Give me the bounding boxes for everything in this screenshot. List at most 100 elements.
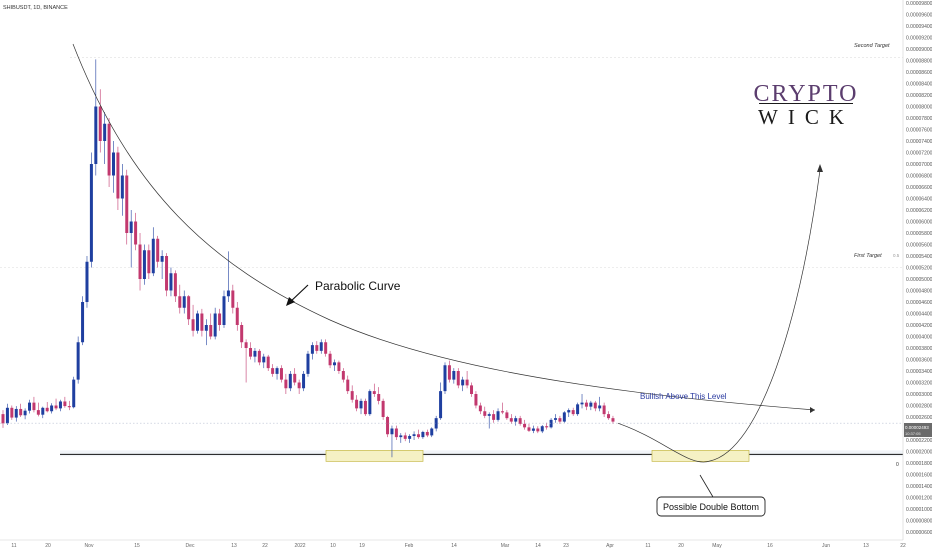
- candle-body: [134, 221, 138, 245]
- y-tick-label: 0.00004600: [906, 300, 932, 306]
- y-tick-label: 0.00009800: [906, 1, 932, 7]
- candle-body: [266, 356, 270, 369]
- candle-body: [346, 379, 350, 392]
- x-tick-label: 20: [678, 543, 684, 549]
- candle-body: [545, 426, 549, 428]
- candle-body: [447, 365, 451, 380]
- bullish-level-label: Bullish Above This Level: [640, 392, 727, 401]
- candle-body: [324, 342, 328, 354]
- y-tick-label: 0.00009400: [906, 24, 932, 30]
- candle-body: [598, 405, 602, 409]
- candle-body: [394, 428, 398, 438]
- x-tick-label: 13: [231, 543, 237, 549]
- candle-body: [509, 418, 513, 422]
- candle-body: [231, 290, 235, 308]
- x-tick-label: 14: [535, 543, 541, 549]
- candle-body: [284, 379, 288, 389]
- candle-body: [244, 342, 248, 348]
- symbol-label: SHIBUSDT, 1D, BINANCE: [3, 5, 68, 11]
- y-tick-label: 0.00005400: [906, 254, 932, 260]
- candle-body: [310, 345, 314, 354]
- candle-body: [399, 435, 403, 438]
- candle-body: [187, 296, 191, 320]
- candle-body: [430, 428, 434, 436]
- candles: [1, 59, 615, 458]
- candle-body: [408, 435, 412, 439]
- candle-body: [262, 356, 266, 363]
- double-bottom-box: [656, 496, 766, 517]
- y-tick-label: 0.00003200: [906, 380, 932, 386]
- y-tick-label: 0.00008000: [906, 104, 932, 110]
- curve-arrowhead: [810, 407, 815, 413]
- candle-body: [28, 402, 32, 411]
- x-tick-label: 20: [45, 543, 51, 549]
- x-tick-label: Jun: [822, 543, 830, 549]
- x-tick-label: 15: [134, 543, 140, 549]
- candle-body: [571, 410, 575, 415]
- x-tick-label: Dec: [186, 543, 195, 549]
- y-tick-label: 0.00005200: [906, 265, 932, 271]
- candle-body: [279, 368, 283, 380]
- candle-body: [496, 411, 500, 420]
- y-tick-label: 0.00009000: [906, 47, 932, 53]
- candle-body: [156, 238, 160, 262]
- y-tick-label: 0.00004200: [906, 323, 932, 329]
- candle-body: [478, 405, 482, 412]
- parabolic-curve-label: Parabolic Curve: [315, 279, 401, 293]
- candle-body: [200, 313, 204, 331]
- y-tick-label: 0.00005600: [906, 242, 932, 248]
- candle-body: [63, 401, 67, 407]
- target-lines: [0, 57, 903, 268]
- x-tick-label: Nov: [85, 543, 94, 549]
- candle-body: [465, 379, 469, 386]
- time-axis[interactable]: 11 20 Nov 15 Dec 13 22 2022 10 19 Feb 14 Mar 14 23 Apr 1…: [0, 539, 906, 549]
- y-tick-label: 0.00004400: [906, 311, 932, 317]
- crypto-wick-logo: CRYPTO WICK: [754, 81, 857, 129]
- candle-body: [182, 296, 186, 308]
- candle-body: [191, 319, 195, 331]
- candle-body: [288, 373, 292, 389]
- candle-body: [67, 406, 71, 408]
- candle-body: [470, 385, 474, 394]
- candle-body: [492, 414, 496, 420]
- bottom-zone-1: [325, 450, 424, 462]
- y-tick-label: 0.00001000: [906, 507, 932, 513]
- candle-body: [32, 402, 36, 411]
- current-price-badge: 0.00002493 10:37:05: [904, 423, 932, 437]
- candle-body: [562, 412, 566, 422]
- candle-body: [337, 362, 341, 371]
- candle-body: [425, 431, 429, 436]
- candle-body: [381, 400, 385, 417]
- x-tick-label: 11: [645, 543, 650, 549]
- y-tick-label: 0.00003800: [906, 346, 932, 352]
- candle-body: [94, 106, 98, 164]
- candle-body: [377, 394, 381, 401]
- candle-body: [500, 411, 504, 413]
- projection-arrowhead: [817, 164, 823, 172]
- candle-body: [386, 417, 390, 435]
- candle-body: [271, 368, 275, 374]
- candle-body: [169, 273, 173, 291]
- candle-body: [333, 362, 336, 366]
- candle-body: [23, 410, 27, 416]
- candle-body: [204, 325, 208, 331]
- candle-body: [160, 256, 164, 262]
- candle-body: [607, 414, 611, 419]
- candle-body: [523, 423, 527, 428]
- y-tick-label: 0.00003600: [906, 357, 932, 363]
- candle-body: [297, 382, 301, 389]
- candle-body: [439, 391, 443, 419]
- candle-body: [58, 401, 62, 409]
- candle-body: [142, 250, 146, 279]
- y-tick-label: 0.00007400: [906, 139, 932, 145]
- support-band: [60, 450, 903, 457]
- candle-body: [253, 350, 257, 357]
- price-axis[interactable]: 0.00009800 0.00009600 0.00009400 0.00009200…: [902, 0, 932, 540]
- y-tick-label: 0.00006800: [906, 173, 932, 179]
- candle-body: [112, 152, 115, 176]
- candle-body: [72, 379, 76, 408]
- candle-body: [421, 431, 425, 438]
- y-tick-label: 0.00006200: [906, 208, 932, 214]
- candle-body: [129, 221, 133, 233]
